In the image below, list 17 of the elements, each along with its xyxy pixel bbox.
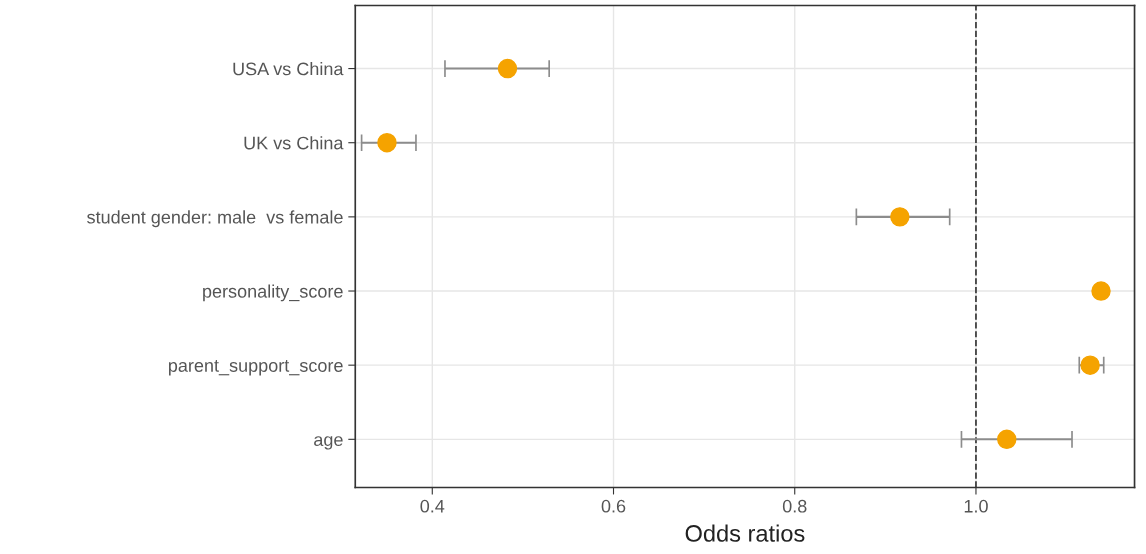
- y-tick-label: student gender: male vs female: [87, 210, 343, 228]
- point: [377, 132, 397, 153]
- y-tick-label: UK vs China: [244, 136, 344, 150]
- x-tick-label: 1.0: [964, 499, 988, 513]
- point: [1091, 281, 1111, 301]
- point: [890, 207, 910, 227]
- point: [997, 429, 1017, 450]
- point: [497, 58, 518, 79]
- y-tick-label: USA vs China: [233, 62, 344, 76]
- y-tick-label: parent_support_score: [168, 360, 343, 376]
- y-tick-label: personality_score: [203, 284, 343, 302]
- y-tick-label: age: [314, 436, 343, 450]
- x-axis-title: Odds ratios: [685, 524, 805, 542]
- x-tick-label: 0.6: [601, 499, 626, 513]
- x-tick-label: 0.4: [420, 499, 445, 513]
- point: [1080, 355, 1100, 375]
- x-tick-label: 0.8: [782, 499, 807, 513]
